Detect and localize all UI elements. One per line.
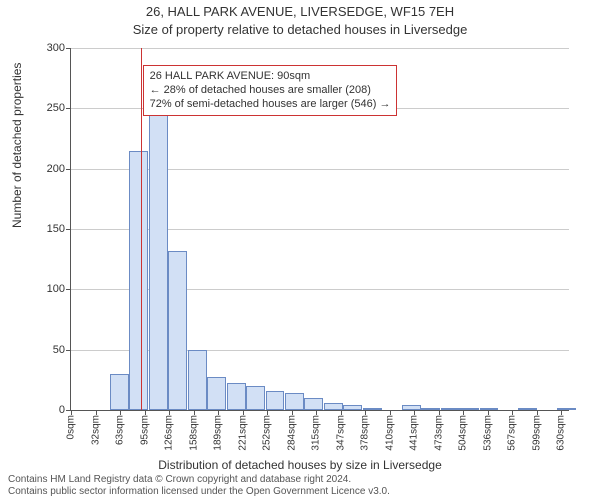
x-tick-label: 95sqm [139, 415, 150, 445]
y-tick-label: 100 [35, 283, 71, 295]
annotation-box: 26 HALL PARK AVENUE: 90sqm← 28% of detac… [143, 65, 398, 116]
histogram-plot: 0501001502002503000sqm32sqm63sqm95sqm126… [70, 48, 569, 411]
histogram-bar [207, 377, 226, 410]
x-tick-label: 410sqm [385, 415, 396, 451]
x-tick-label: 158sqm [188, 415, 199, 451]
y-tick-label: 50 [35, 344, 71, 356]
histogram-bar [110, 374, 129, 410]
x-tick-label: 473sqm [434, 415, 445, 451]
annotation-line: 26 HALL PARK AVENUE: 90sqm [150, 69, 391, 83]
x-tick-label: 126sqm [164, 415, 175, 451]
subtitle: Size of property relative to detached ho… [0, 22, 600, 37]
y-tick-label: 250 [35, 102, 71, 114]
x-tick-label: 32sqm [90, 415, 101, 445]
histogram-bar [402, 405, 421, 410]
histogram-bar [227, 383, 246, 410]
histogram-bar [149, 114, 168, 410]
histogram-bar [168, 251, 187, 410]
x-tick-label: 378sqm [360, 415, 371, 451]
annotation-line: 72% of semi-detached houses are larger (… [150, 97, 391, 111]
histogram-bar [324, 403, 343, 410]
y-tick-label: 150 [35, 223, 71, 235]
x-tick-label: 252sqm [262, 415, 273, 451]
x-tick-label: 630sqm [556, 415, 567, 451]
x-tick-label: 63sqm [115, 415, 126, 445]
x-tick-label: 315sqm [311, 415, 322, 451]
annotation-line: ← 28% of detached houses are smaller (20… [150, 83, 391, 97]
y-axis-label: Number of detached properties [10, 63, 24, 228]
x-tick-label: 284sqm [286, 415, 297, 451]
x-tick-label: 441sqm [409, 415, 420, 451]
x-axis-label: Distribution of detached houses by size … [0, 458, 600, 472]
histogram-bar [441, 408, 460, 410]
grid-line [71, 48, 569, 49]
histogram-bar [304, 398, 323, 410]
x-tick-label: 504sqm [458, 415, 469, 451]
histogram-bar [343, 405, 362, 410]
histogram-bar [518, 408, 537, 410]
histogram-bar [285, 393, 304, 410]
x-tick-label: 347sqm [336, 415, 347, 451]
x-tick-label: 189sqm [213, 415, 224, 451]
x-tick-label: 536sqm [483, 415, 494, 451]
histogram-bar [188, 350, 207, 410]
footer-line-1: Contains HM Land Registry data © Crown c… [8, 474, 390, 486]
footer-line-2: Contains public sector information licen… [8, 486, 390, 498]
copyright-footer: Contains HM Land Registry data © Crown c… [8, 474, 390, 498]
y-tick-label: 300 [35, 42, 71, 54]
x-tick-label: 567sqm [507, 415, 518, 451]
histogram-bar [557, 408, 576, 410]
histogram-bar [246, 386, 265, 410]
histogram-bar [129, 151, 148, 410]
histogram-bar [266, 391, 285, 410]
histogram-bar [421, 408, 440, 410]
x-tick-label: 599sqm [532, 415, 543, 451]
x-tick-label: 0sqm [66, 415, 77, 439]
address-title: 26, HALL PARK AVENUE, LIVERSEDGE, WF15 7… [0, 4, 600, 19]
x-tick-label: 221sqm [237, 415, 248, 451]
y-tick-label: 200 [35, 163, 71, 175]
